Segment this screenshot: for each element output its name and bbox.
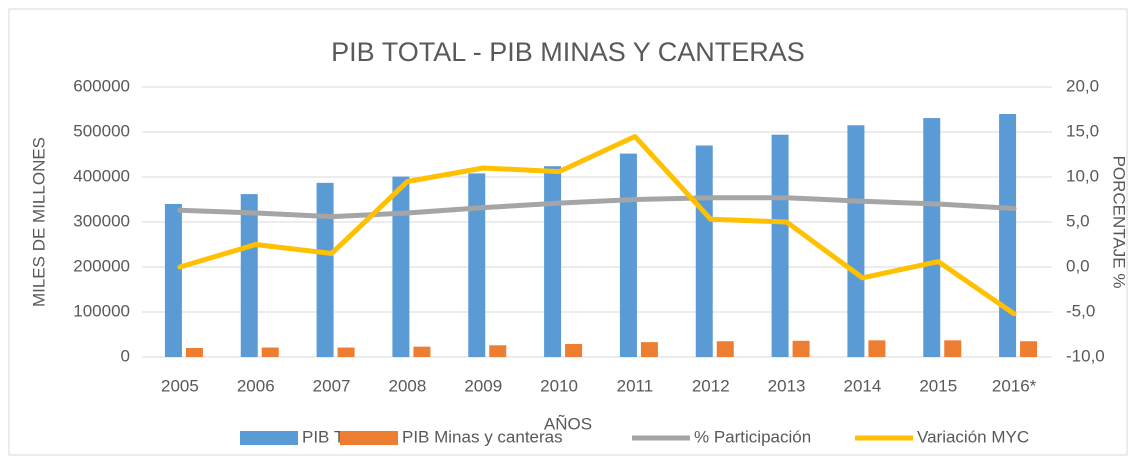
bar	[847, 125, 865, 357]
y-tick-label: 300000	[73, 211, 130, 230]
bar	[468, 173, 486, 357]
x-tick-label: 2015	[919, 376, 957, 395]
legend-label: Variación MYC	[917, 427, 1029, 446]
bar	[868, 340, 886, 357]
bar	[716, 341, 734, 357]
x-tick-label: 2008	[389, 376, 427, 395]
y-tick-label: 100000	[73, 301, 130, 320]
bar	[1020, 341, 1038, 357]
bar	[185, 348, 203, 357]
bar	[695, 145, 713, 357]
bar	[792, 340, 810, 357]
bar	[392, 176, 410, 357]
bar	[316, 182, 334, 357]
y-tick-label: 600000	[73, 76, 130, 95]
y2-tick-label: 15,0	[1066, 121, 1099, 140]
y-tick-label: 200000	[73, 256, 130, 275]
bar	[240, 194, 258, 357]
y2-tick-label: 5,0	[1066, 211, 1090, 230]
bar	[771, 134, 789, 357]
bar	[944, 340, 962, 357]
legend-label: PIB Minas y canteras	[402, 427, 563, 446]
bar	[619, 153, 637, 357]
x-tick-label: 2006	[237, 376, 275, 395]
y-tick-label: 400000	[73, 166, 130, 185]
y2-axis-label: PORCENTAJE %	[1110, 156, 1129, 289]
y-tick-label: 0	[121, 346, 130, 365]
line-series	[177, 134, 1017, 317]
x-tick-label: 2011	[617, 376, 654, 395]
y-axis-label: MILES DE MILLONES	[29, 137, 48, 307]
x-axis-label: AÑOS	[544, 414, 592, 433]
chart-title: PIB TOTAL - PIB MINAS Y CANTERAS	[331, 37, 805, 67]
bar	[544, 166, 562, 357]
x-tick-label: 2013	[768, 376, 806, 395]
x-tick-label: 2007	[313, 376, 351, 395]
bar	[489, 345, 507, 357]
y2-tick-label: 20,0	[1066, 76, 1099, 95]
bar	[565, 343, 583, 357]
bar	[413, 346, 431, 357]
bar	[337, 347, 355, 357]
x-tick-label: 2010	[540, 376, 578, 395]
y2-tick-label: -10,0	[1066, 346, 1105, 365]
legend-label: % Participación	[694, 427, 811, 446]
legend-swatch	[240, 431, 298, 445]
chart-frame	[8, 8, 1128, 456]
bar	[261, 347, 279, 357]
y2-tick-label: 0,0	[1066, 256, 1090, 275]
x-tick-label: 2014	[844, 376, 882, 395]
x-tick-label: 2016*	[992, 376, 1037, 395]
y2-tick-label: -5,0	[1066, 301, 1095, 320]
bar	[999, 114, 1017, 357]
bar	[640, 342, 658, 357]
line-series	[177, 195, 1017, 220]
x-tick-label: 2012	[692, 376, 730, 395]
bar	[164, 204, 182, 357]
y-tick-label: 500000	[73, 121, 130, 140]
x-tick-label: 2005	[161, 376, 199, 395]
x-tick-label: 2009	[464, 376, 502, 395]
y2-tick-label: 10,0	[1066, 166, 1099, 185]
legend-swatch	[340, 431, 398, 445]
bar	[923, 118, 941, 357]
